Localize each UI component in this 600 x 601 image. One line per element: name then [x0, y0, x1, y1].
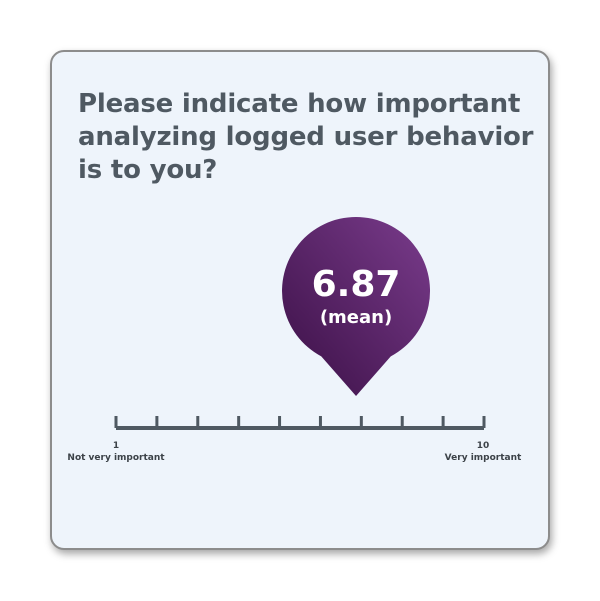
- mean-marker-pin: 6.87 (mean): [282, 217, 431, 396]
- question-title: Please indicate how important analyzing …: [78, 89, 534, 185]
- axis-ticks: [114, 416, 486, 428]
- mean-pin-shape: [282, 217, 431, 396]
- scale-min-anchor: Not very important: [67, 453, 165, 463]
- scale-axis: [114, 416, 486, 430]
- mean-value-label: 6.87: [312, 264, 401, 305]
- scale-min-label: 1: [113, 441, 119, 451]
- mean-caption-label: (mean): [320, 307, 392, 328]
- scale-max-label: 10: [477, 441, 490, 451]
- scale-max-anchor: Very important: [445, 453, 522, 463]
